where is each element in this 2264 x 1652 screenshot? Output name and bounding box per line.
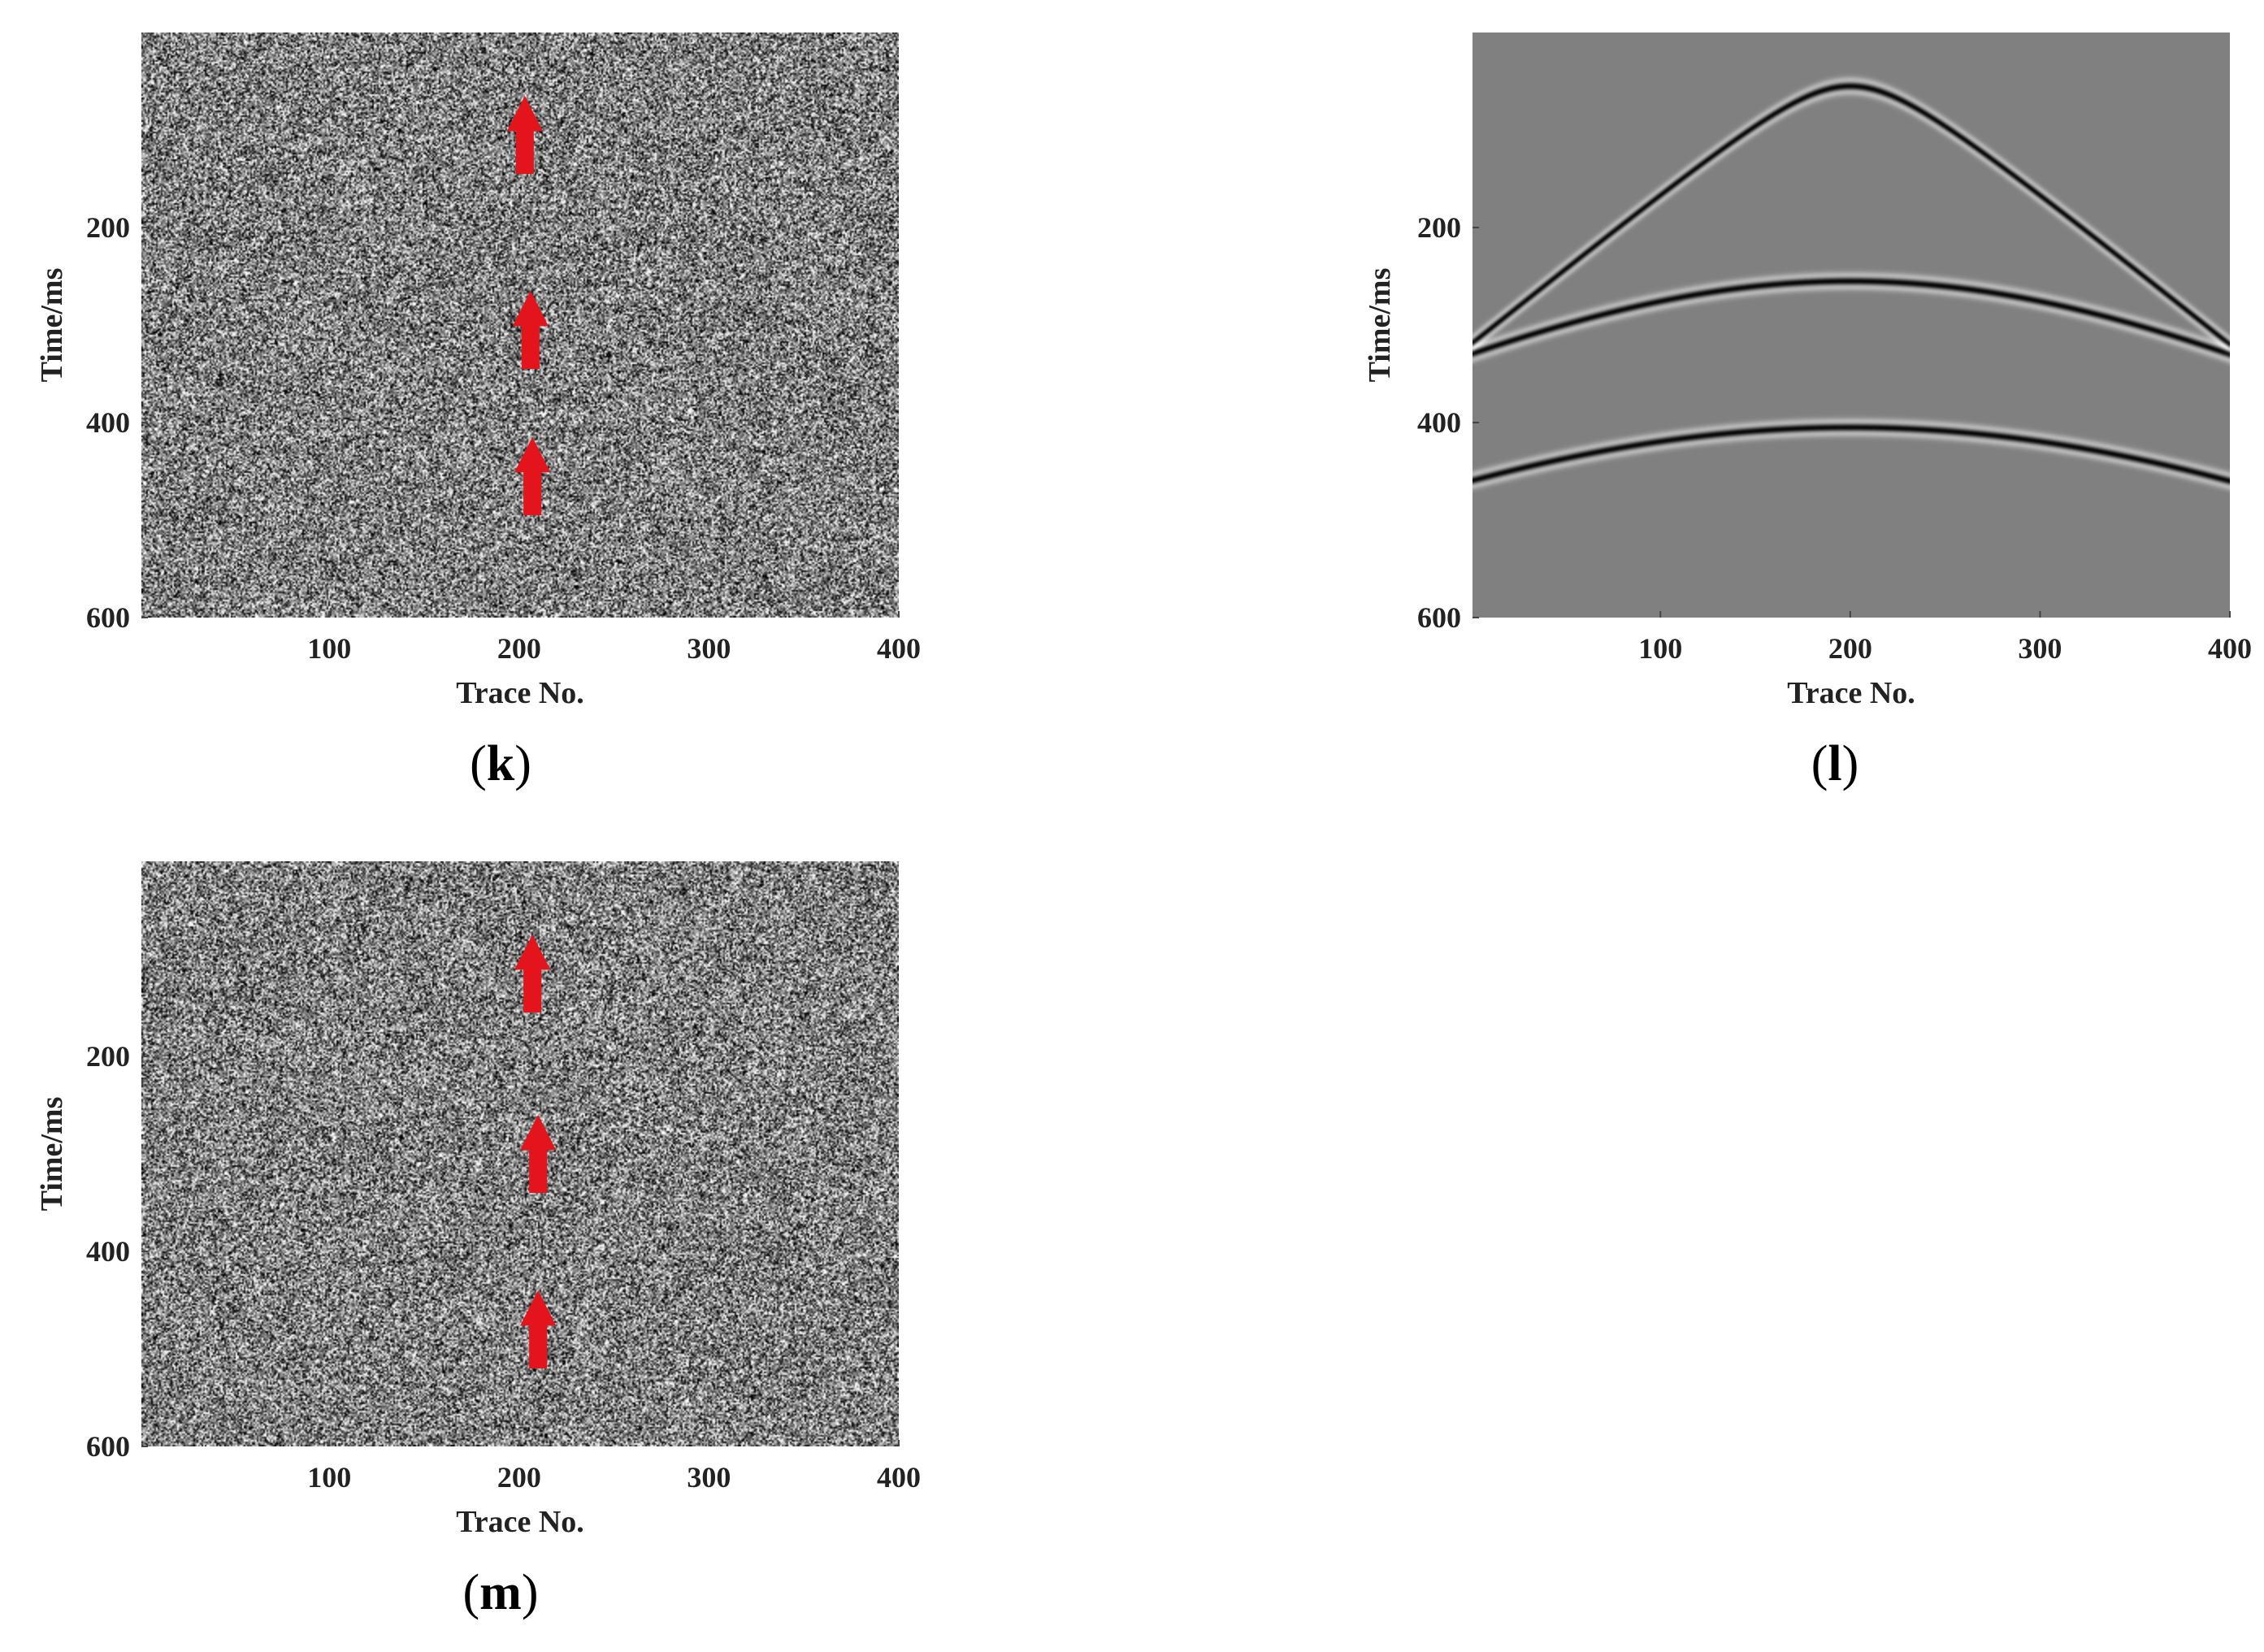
caption-k: (k): [470, 736, 531, 791]
x-tick-label: 100: [307, 1461, 351, 1494]
x-tick-label: 400: [2208, 632, 2252, 665]
panel-l: 100 200 300 400 200 400 600 Trace No. Time/ms…: [1333, 0, 2264, 813]
x-axis-title-l: Trace No.: [1787, 676, 1915, 710]
y-tick-label: 200: [1417, 211, 1461, 244]
y-axis-title-l: Time/ms: [1363, 268, 1397, 383]
x-axis-title-k: Trace No.: [456, 676, 584, 710]
x-axis-title-m: Trace No.: [456, 1505, 584, 1539]
red-arrow-icon: [512, 291, 549, 369]
x-tick-label: 400: [877, 632, 921, 665]
x-ticks-k: 100 200 300 400: [307, 611, 921, 665]
arrows-k: [506, 96, 551, 515]
seismic-image-l: [1472, 33, 2230, 618]
red-arrow-icon: [520, 1290, 557, 1368]
x-tick-label: 100: [1638, 632, 1682, 665]
red-arrow-icon: [514, 437, 551, 515]
y-tick-label: 400: [86, 1235, 130, 1268]
x-tick-label: 200: [1828, 632, 1872, 665]
x-tick-label: 300: [687, 1461, 731, 1494]
red-arrow-icon: [506, 96, 543, 174]
axes-l: 100 200 300 400 200 400 600 Trace No. Time/ms: [1363, 211, 2252, 710]
x-tick-label: 300: [687, 632, 731, 665]
x-tick-label: 200: [497, 1461, 541, 1494]
y-ticks-m: 200 400 600: [86, 1040, 148, 1463]
axes-k: 100 200 300 400 200 400 600 Trace No. Time/ms: [35, 96, 921, 710]
y-tick-label: 400: [1417, 406, 1461, 439]
x-tick-label: 100: [307, 632, 351, 665]
x-tick-label: 400: [877, 1461, 921, 1494]
x-tick-label: 200: [497, 632, 541, 665]
y-axis-title-m: Time/ms: [35, 1097, 69, 1212]
y-tick-label: 600: [86, 601, 130, 634]
red-arrow-icon: [514, 934, 551, 1012]
y-tick-label: 600: [1417, 601, 1461, 634]
panel-k: 100 200 300 400 200 400 600 Trace No. Time/ms…: [0, 0, 1138, 813]
plot-area-l: [1472, 33, 2230, 618]
caption-m: (m): [462, 1565, 539, 1620]
y-tick-label: 200: [86, 211, 130, 244]
y-tick-label: 600: [86, 1430, 130, 1463]
y-tick-label: 200: [86, 1040, 130, 1073]
y-axis-title-k: Time/ms: [35, 268, 69, 383]
x-ticks-m: 100 200 300 400: [307, 1440, 921, 1494]
panel-m: 100 200 300 400 200 400 600 Trace No. Time/ms…: [0, 829, 1138, 1652]
red-arrow-icon: [520, 1115, 557, 1193]
caption-l: (l): [1811, 736, 1859, 791]
x-tick-label: 300: [2018, 632, 2062, 665]
y-ticks-l: 200 400 600: [1417, 211, 1479, 634]
axes-m: 100 200 300 400 200 400 600 Trace No. Time/ms: [35, 934, 921, 1539]
y-ticks-k: 200 400 600: [86, 211, 148, 634]
arrows-m: [514, 934, 557, 1368]
y-tick-label: 400: [86, 406, 130, 439]
x-ticks-l: 100 200 300 400: [1638, 611, 2252, 665]
